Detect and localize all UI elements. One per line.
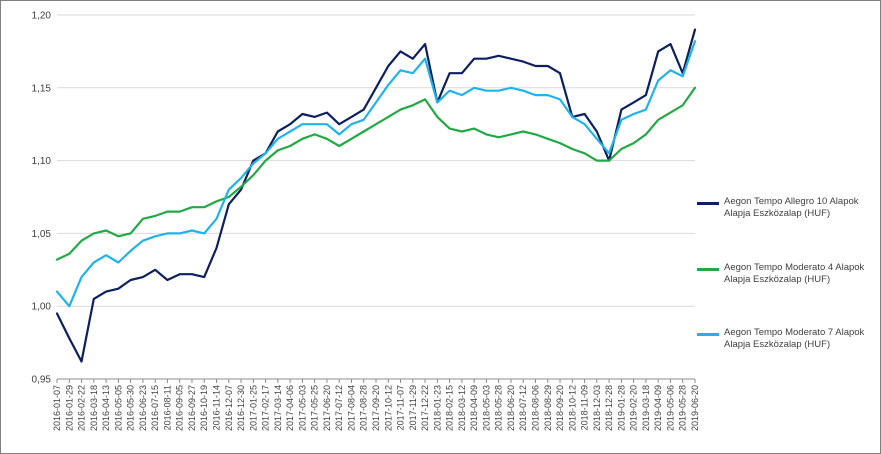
x-tick-label: 2019-04-09 [653,385,663,431]
gridlines [57,14,695,380]
x-tick-label: 2017-01-25 [248,385,258,431]
x-tick-label: 2018-04-09 [469,385,479,431]
x-tick-label: 2017-06-20 [322,385,332,431]
legend-swatch [697,202,719,205]
x-tick-label: 2016-04-13 [101,385,111,431]
y-axis-ticks: 0,95 1,00 1,05 1,10 1,15 1,20 [32,11,52,386]
x-tick-label: 2017-11-07 [396,385,406,430]
x-tick-label: 2016-07-15 [150,385,160,431]
x-tick-label: 2017-02-17 [261,385,271,431]
x-tick-label: 2018-12-28 [604,385,614,431]
legend-label: Aegon Tempo Moderato 7 Alapok Alapja Esz… [724,327,865,350]
x-tick-label: 2016-09-05 [175,385,185,431]
x-tick-label: 2016-11-14 [212,385,222,430]
x-tick-label: 2016-12-07 [224,385,234,431]
x-tick-label: 2017-07-12 [334,385,344,431]
x-tick-label: 2017-05-03 [297,385,307,431]
series-lines [55,28,697,363]
x-tick-label: 2017-08-04 [346,385,356,431]
y-tick-label: 1,05 [32,229,52,240]
x-tick-label: 2016-05-05 [113,385,123,431]
legend-label: Aegon Tempo Moderato 4 Alapok Alapja Esz… [724,262,865,285]
x-tick-label: 2018-11-09 [580,385,590,430]
x-tick-label: 2017-12-22 [420,385,430,431]
x-tick-label: 2018-09-20 [555,385,565,431]
x-tick-label: 2017-09-20 [371,385,381,431]
x-tick-label: 2016-02-22 [77,385,87,431]
x-tick-label: 2016-03-18 [89,385,99,431]
y-tick-label: 1,20 [32,11,52,22]
x-tick-label: 2016-09-27 [187,385,197,431]
x-tick-label: 2019-05-06 [665,385,675,431]
y-tick-label: 0,95 [32,375,52,386]
legend-swatch [697,268,719,271]
x-tick-label: 2017-05-25 [310,385,320,431]
x-tick-label: 2018-10-12 [567,385,577,431]
x-tick-label: 2018-06-20 [506,385,516,431]
x-tick-label: 2018-01-23 [432,385,442,431]
x-tick-label: 2019-06-20 [690,385,700,431]
series-line-2 [55,40,697,308]
x-tick-label: 2018-07-12 [518,385,528,431]
x-tick-label: 2018-05-28 [494,385,504,431]
x-tick-label: 2016-05-30 [126,385,136,431]
series-line-1 [55,86,697,261]
x-tick-label: 2017-04-06 [285,385,295,431]
legend-label: Aegon Tempo Allegro 10 Alapok Alapja Esz… [724,196,859,219]
x-tick-label: 2016-01-07 [52,385,62,431]
x-tick-label: 2018-03-12 [457,385,467,431]
x-tick-label: 2016-10-19 [199,385,209,431]
x-tick-label: 2018-02-15 [445,385,455,431]
x-axis: 2016-01-07 2016-01-29 2016-02-22 2016-03-18… [52,378,700,431]
x-tick-label: 2019-03-18 [641,385,651,431]
x-tick-label: 2018-12-03 [592,385,602,431]
x-tick-label: 2018-05-03 [481,385,491,431]
y-tick-label: 1,15 [32,83,52,94]
x-tick-label: 2019-01-28 [616,385,626,431]
x-tick-label: 2016-12-30 [236,385,246,431]
x-tick-label: 2017-08-28 [359,385,369,431]
x-tick-label: 2017-11-29 [408,385,418,430]
y-tick-label: 1,00 [32,302,52,313]
x-tick-label: 2016-06-23 [138,385,148,431]
x-tick-label: 2017-10-12 [383,385,393,431]
x-tick-label: 2018-08-29 [543,385,553,431]
x-tick-label: 2019-02-20 [629,385,639,431]
legend-swatch [697,333,719,336]
series-line-0 [55,28,697,363]
y-tick-label: 1,10 [32,156,52,167]
x-tick-label: 2019-05-28 [678,385,688,431]
x-tick-label: 2018-08-06 [531,385,541,431]
x-tick-label: 2016-08-11 [162,385,172,430]
x-tick-label: 2016-01-29 [64,385,74,431]
x-tick-label: 2017-03-14 [273,385,283,431]
